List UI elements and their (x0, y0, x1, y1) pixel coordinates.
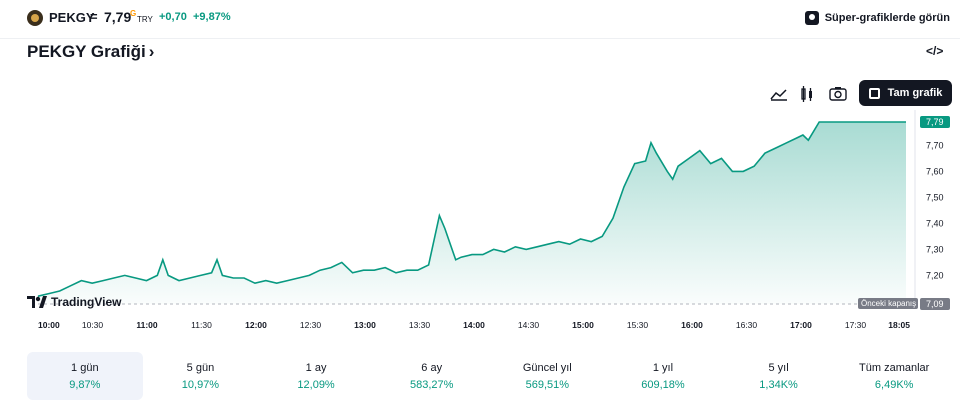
period-tab[interactable]: 1 gün 9,87% (27, 352, 143, 400)
full-chart-label: Tam grafik (887, 87, 943, 99)
area-chart-icon[interactable] (768, 84, 790, 104)
separator: = (90, 9, 98, 24)
full-chart-button[interactable]: Tam grafik (859, 80, 952, 106)
x-tick-label: 16:00 (681, 320, 703, 330)
previous-close-value: 7,09 (926, 299, 944, 309)
x-tick-label: 10:30 (82, 320, 104, 330)
price-line (37, 121, 906, 297)
embed-code-icon[interactable]: </> (926, 44, 944, 58)
x-tick-label: 16:30 (736, 320, 758, 330)
fullscreen-icon (868, 87, 880, 99)
x-tick-label: 11:00 (136, 320, 158, 330)
chevron-right-icon: › (148, 42, 155, 61)
current-price: 7,79 (104, 9, 132, 25)
period-change: 569,51% (525, 379, 570, 391)
period-change: 1,34K% (759, 379, 798, 391)
period-label: 5 gün (186, 362, 215, 374)
x-tick-label: 12:30 (300, 320, 322, 330)
y-tick-label: 7,70 (926, 140, 944, 150)
last-price-marker (920, 116, 950, 128)
super-charts-icon (804, 11, 819, 25)
x-tick-label: 17:00 (790, 320, 812, 330)
currency: TRY (137, 15, 153, 24)
period-label: 1 yıl (652, 362, 674, 374)
y-tick-label: 7,40 (926, 218, 944, 228)
price-change: +0,70 (159, 11, 187, 23)
page-title-text: PEKGY Grafiği (27, 42, 146, 61)
price-chart[interactable]: 7,70 7,60 7,50 7,40 7,30 7,20 10:00 10:30 11:00… (0, 110, 960, 335)
period-label: 1 ay (305, 362, 327, 374)
period-change: 12,09% (297, 379, 335, 391)
camera-icon[interactable] (827, 84, 849, 104)
period-tab[interactable]: 1 ay 12,09% (258, 352, 374, 400)
x-tick-label: 13:30 (409, 320, 431, 330)
x-tick-label: 15:00 (572, 320, 594, 330)
period-label: 5 yıl (768, 362, 789, 374)
period-tab[interactable]: 5 gün 10,97% (143, 352, 259, 400)
x-tick-label: 18:05 (888, 320, 910, 330)
page-title[interactable]: PEKGY Grafiği › (27, 42, 154, 62)
tradingview-logo[interactable]: TradingView (27, 295, 121, 309)
period-change: 609,18% (641, 379, 685, 391)
x-tick-label: 10:00 (38, 320, 60, 330)
x-tick-label: 17:30 (845, 320, 867, 330)
candles-icon[interactable] (796, 84, 818, 104)
previous-close-label: Önceki kapanış (861, 299, 916, 308)
x-tick-label: 14:00 (463, 320, 485, 330)
symbol-name[interactable]: PEKGY (49, 10, 95, 25)
x-tick-label: 15:30 (627, 320, 649, 330)
y-tick-label: 7,60 (926, 166, 944, 176)
tradingview-logo-icon (27, 296, 47, 308)
period-selector: 1 gün 9,87% 5 gün 10,97% 1 ay 12,09% 6 ay 583,2… (27, 352, 952, 400)
period-change: 583,27% (409, 379, 454, 391)
symbol-logo-icon (27, 10, 43, 26)
x-tick-label: 11:30 (191, 320, 212, 330)
top-bar: PEKGY = 7,79 G TRY +0,70 +9,87% Süper-gr… (0, 0, 960, 39)
previous-close-badge (858, 298, 918, 309)
period-label: 1 gün (71, 362, 99, 374)
price-marker: G (130, 9, 137, 18)
last-price-label: 7,79 (926, 117, 944, 127)
super-charts-link[interactable]: Süper-grafiklerde görün (804, 11, 950, 25)
period-label: Güncel yıl (522, 362, 572, 374)
super-charts-label: Süper-grafiklerde görün (824, 12, 950, 24)
period-change: 10,97% (181, 379, 220, 391)
x-tick-label: 12:00 (245, 320, 267, 330)
y-tick-label: 7,30 (926, 244, 944, 254)
period-tab[interactable]: Güncel yıl 569,51% (490, 352, 606, 400)
price-change-percent: +9,87% (193, 11, 231, 23)
period-label: 6 ay (421, 362, 443, 374)
period-label: Tüm zamanlar (859, 362, 930, 374)
price-area (38, 122, 906, 304)
x-tick-label: 13:00 (354, 320, 376, 330)
period-tab[interactable]: Tüm zamanlar 6,49K% (836, 352, 952, 400)
period-change: 6,49K% (874, 379, 914, 391)
x-tick-label: 14:30 (518, 320, 540, 330)
period-tab[interactable]: 5 yıl 1,34K% (721, 352, 837, 400)
tradingview-wordmark: TradingView (51, 295, 122, 309)
y-tick-label: 7,20 (926, 270, 944, 280)
previous-close-value-badge (920, 298, 950, 310)
period-tab[interactable]: 1 yıl 609,18% (605, 352, 721, 400)
y-tick-label: 7,50 (926, 192, 944, 202)
period-tab[interactable]: 6 ay 583,27% (374, 352, 490, 400)
period-change: 9,87% (69, 379, 101, 391)
